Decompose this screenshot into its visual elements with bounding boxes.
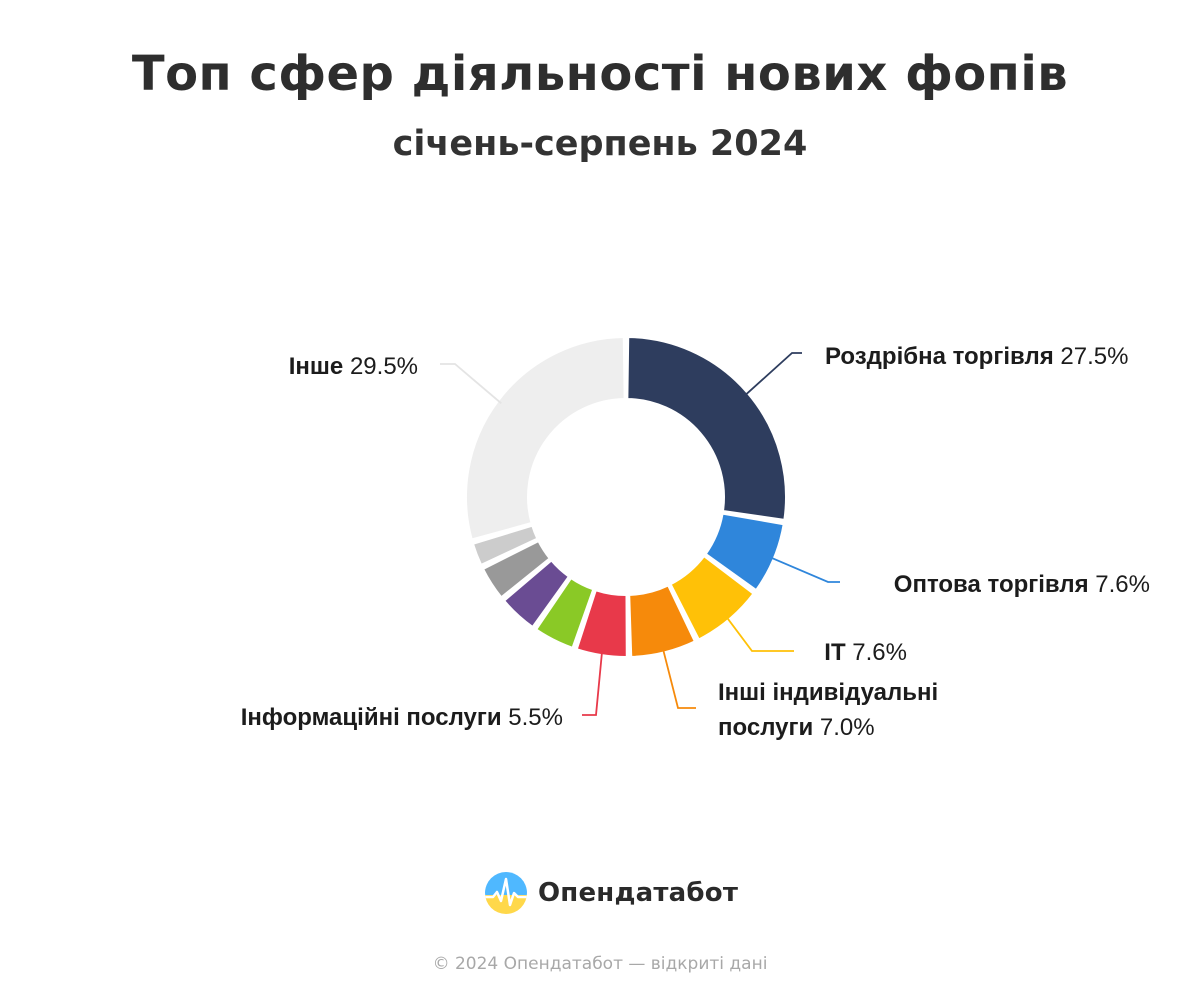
logo-text: Опендатабот (538, 878, 739, 908)
label-value: 7.6% (1089, 571, 1150, 598)
label-name: Інформаційні послуги (241, 704, 502, 731)
label-роздрібна-торгівля: Роздрібна торгівля 27.5% (825, 343, 1128, 370)
slice-unlabeled-8 (471, 524, 539, 566)
slice-оптова-торгівля (704, 512, 785, 592)
label-value: 5.5% (502, 704, 563, 731)
slice-інші-індивідуальні-послуги (628, 584, 696, 658)
label-name: Інше (289, 353, 344, 380)
label-інформаційні-послуги: Інформаційні послуги 5.5% (241, 704, 563, 731)
label-value: 7.6% (846, 639, 907, 666)
slice-інформаційні-послуги (575, 589, 628, 658)
label-name: послуги (718, 714, 813, 741)
donut-slices (465, 336, 787, 658)
leader-line-інше (440, 363, 502, 405)
leader-line-оптова-торгівля (769, 556, 840, 583)
slice-роздрібна-торгівля (626, 336, 787, 521)
slice-інше (465, 336, 626, 541)
slice-unlabeled-7 (482, 540, 551, 599)
label-value: 7.0% (813, 714, 874, 741)
label-інше: Інше 29.5% (289, 353, 418, 380)
slice-it (669, 555, 755, 641)
label-name: Інші індивідуальні (718, 679, 938, 706)
footer-copyright: © 2024 Опендатабот — відкриті дані (432, 954, 768, 974)
label-value: 27.5% (1054, 343, 1129, 370)
chart-title: Топ сфер діяльності нових фопів (131, 46, 1069, 102)
leader-line-інші-індивідуальні-послуги (662, 648, 696, 709)
label-value: 29.5% (343, 353, 418, 380)
label-оптова-торгівля: Оптова торгівля 7.6% (894, 571, 1150, 598)
leader-line-роздрібна-торгівля (744, 352, 802, 397)
leader-line-it (725, 616, 794, 652)
opendatabot-logo-icon (485, 872, 527, 914)
leader-line-інформаційні-послуги (582, 651, 603, 716)
label-name: Роздрібна торгівля (825, 343, 1054, 370)
chart-subtitle: січень-серпень 2024 (392, 124, 808, 164)
opendatabot-logo: Опендатабот (484, 870, 738, 916)
label-інші-індивідуальні-послуги: Інші індивідуальні послуги 7.0% (718, 679, 938, 741)
label-name: IT (824, 639, 846, 666)
label-leader-lines (440, 352, 840, 716)
slice-unlabeled-6 (503, 559, 570, 628)
label-name: Оптова торгівля (894, 571, 1089, 598)
slice-unlabeled-5 (535, 577, 595, 649)
label-it: IT 7.6% (824, 639, 907, 666)
slice-labels: Роздрібна торгівля 27.5% Оптова торгівля … (241, 343, 1150, 741)
